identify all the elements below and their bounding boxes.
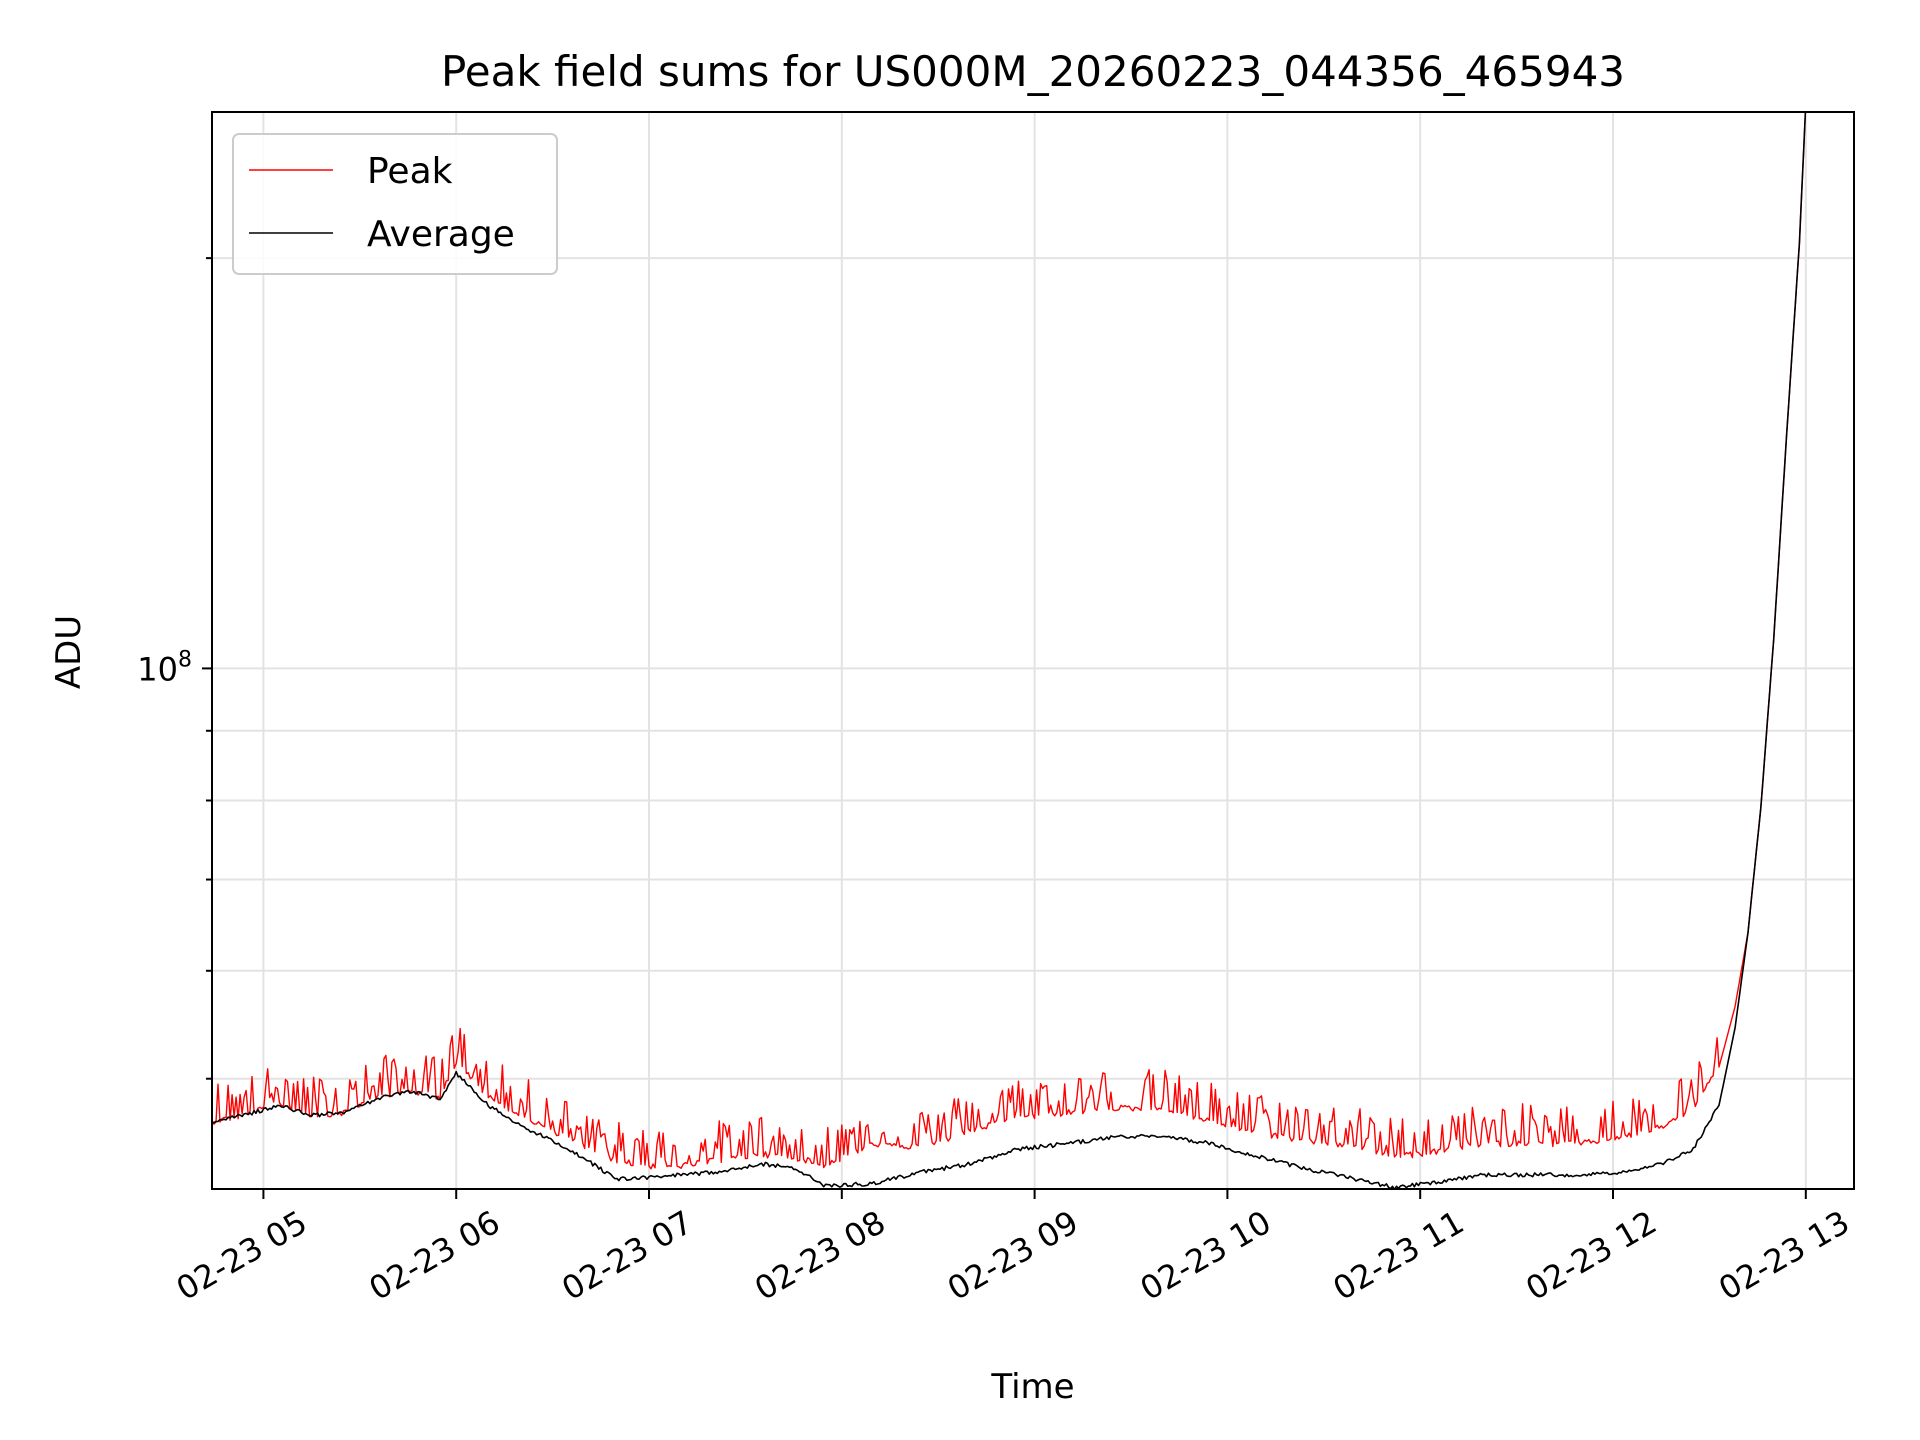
grid [212, 112, 1854, 1189]
y-tick-label: 108 [137, 647, 192, 688]
chart-title: Peak field sums for US000M_20260223_0443… [441, 47, 1625, 96]
legend-label-average: Average [367, 214, 515, 255]
series-line-average [212, 112, 1807, 1189]
legend: Peak Average [232, 133, 558, 275]
legend-box [232, 133, 558, 275]
series-layer [212, 112, 1807, 1189]
y-axis-label: ADU [49, 615, 89, 689]
y-tick-exponent: 8 [178, 647, 192, 672]
plot-frame [211, 111, 1855, 1190]
x-axis-label: Time [990, 1367, 1074, 1407]
y-axis: 108 [137, 257, 212, 1080]
legend-label-peak: Peak [367, 151, 453, 192]
y-tick-base: 10 [137, 650, 178, 688]
series-line-peak [212, 112, 1807, 1170]
